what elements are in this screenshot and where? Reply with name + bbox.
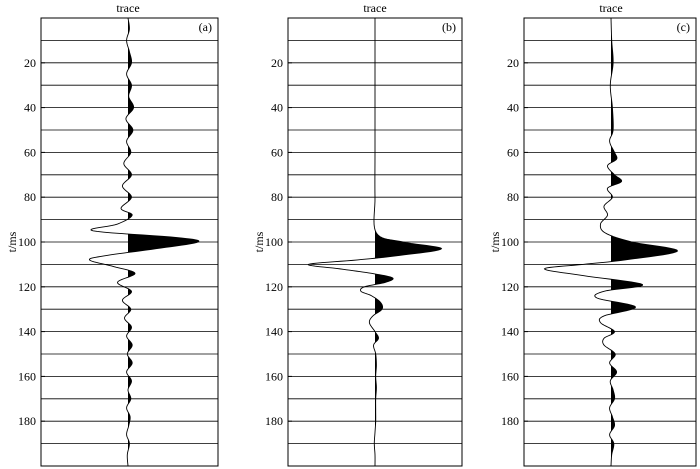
y-tick-label: 60 <box>271 145 283 159</box>
y-tick-label: 120 <box>265 280 283 294</box>
panel-label: (b) <box>442 20 456 34</box>
y-tick-label: 40 <box>24 101 36 115</box>
panel-label: (c) <box>677 20 690 34</box>
y-tick-label: 20 <box>271 56 283 70</box>
y-tick-label: 40 <box>507 101 519 115</box>
y-axis-label: t/ms <box>488 231 502 252</box>
y-tick-label: 20 <box>507 56 519 70</box>
y-tick-label: 60 <box>24 145 36 159</box>
y-tick-label: 180 <box>265 414 283 428</box>
y-tick-label: 140 <box>18 325 36 339</box>
panel-title: trace <box>599 1 622 15</box>
trace-positive-fill <box>375 18 442 466</box>
y-tick-label: 80 <box>271 190 283 204</box>
y-tick-label: 160 <box>265 369 283 383</box>
panel-label: (a) <box>199 20 212 34</box>
y-tick-label: 40 <box>271 101 283 115</box>
panel-title: trace <box>363 1 386 15</box>
trace-positive-fill <box>128 18 199 466</box>
panel-c: 20 40 60 80 100 120 140 160 180 trace (c) t/ms <box>488 1 697 467</box>
trace-waveform <box>307 18 443 466</box>
y-tick-label: 180 <box>501 414 519 428</box>
y-tick-label: 120 <box>501 280 519 294</box>
y-tick-label: 80 <box>507 190 519 204</box>
trace-positive-fill <box>611 18 678 466</box>
y-tick-label: 140 <box>265 325 283 339</box>
y-tick-label: 100 <box>501 235 519 249</box>
y-tick-label: 120 <box>18 280 36 294</box>
panel-b: 20 40 60 80 100 120 140 160 180 trace (b) t/ms <box>252 1 463 467</box>
y-tick-label: 140 <box>501 325 519 339</box>
y-tick-label: 160 <box>501 369 519 383</box>
y-tick-label: 100 <box>265 235 283 249</box>
y-tick-label: 100 <box>18 235 36 249</box>
y-axis-label: t/ms <box>252 231 266 252</box>
panel-title: trace <box>116 1 139 15</box>
panel-a: 20 40 60 80 100 120 140 160 180 trace (a) t/ms <box>5 1 219 467</box>
y-tick-label: 60 <box>507 145 519 159</box>
y-axis-label: t/ms <box>5 231 19 252</box>
y-tick-label: 160 <box>18 369 36 383</box>
trace-waveform <box>543 17 679 467</box>
y-tick-label: 180 <box>18 414 36 428</box>
y-tick-label: 80 <box>24 190 36 204</box>
trace-waveform <box>88 17 200 467</box>
y-tick-label: 20 <box>24 56 36 70</box>
